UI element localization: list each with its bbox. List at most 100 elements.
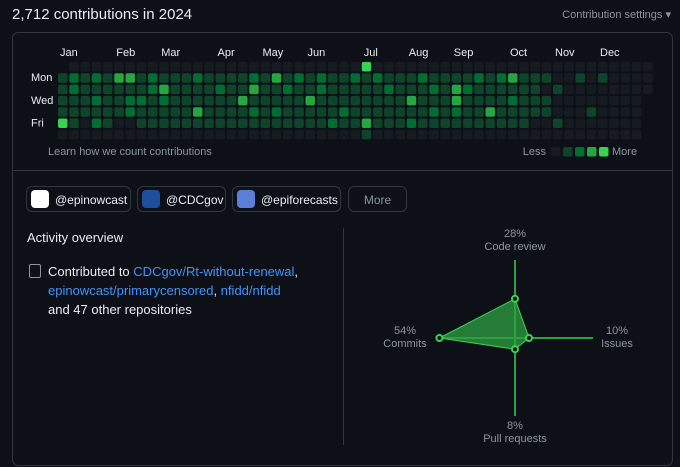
contribution-cell xyxy=(541,73,552,83)
contribution-cell xyxy=(91,62,102,72)
contribution-cell xyxy=(249,129,259,140)
contribution-cell xyxy=(80,107,90,117)
contribution-cell xyxy=(125,73,135,83)
contribution-cell xyxy=(395,62,405,72)
contribution-cell xyxy=(260,118,270,128)
contribution-cell xyxy=(204,73,214,83)
org-icon xyxy=(237,190,255,208)
contribution-cell xyxy=(553,107,563,117)
contribution-cell xyxy=(136,73,147,83)
contribution-cell xyxy=(260,95,270,106)
contribution-cell xyxy=(283,118,293,128)
contribution-cell xyxy=(519,107,529,117)
contribution-cell xyxy=(361,118,372,128)
contribution-cell xyxy=(148,107,158,117)
contribution-cell xyxy=(271,118,282,128)
contribution-cell xyxy=(260,107,270,117)
contribution-cell xyxy=(496,118,507,128)
month-label: Feb xyxy=(116,47,135,59)
day-label: Wed xyxy=(31,95,53,107)
contribution-cell xyxy=(80,95,90,106)
repo-link[interactable]: CDCgov/Rt-without-renewal xyxy=(133,264,295,279)
contribution-cell xyxy=(463,95,473,106)
org-button[interactable]: @epiforecasts xyxy=(232,186,341,212)
contribution-cell xyxy=(451,62,462,72)
contribution-cell xyxy=(418,129,428,140)
contribution-cell xyxy=(125,62,135,72)
contribution-cell xyxy=(148,95,158,106)
contribution-cell xyxy=(170,107,180,117)
contribution-cell xyxy=(361,129,372,140)
contribution-cell xyxy=(136,62,147,72)
contribution-cell xyxy=(418,95,428,106)
contribution-cell xyxy=(451,95,462,106)
contribution-cell xyxy=(361,84,372,95)
contribution-cell xyxy=(204,129,214,140)
contribution-cell xyxy=(429,73,439,83)
contribution-cell xyxy=(283,62,293,72)
contribution-cell xyxy=(69,62,79,72)
contribution-cell xyxy=(384,62,394,72)
contribution-cell xyxy=(271,62,282,72)
contribution-cell xyxy=(485,129,495,140)
contribution-cell xyxy=(463,73,473,83)
contribution-cell xyxy=(148,118,158,128)
settings[interactable]: Contribution settings ▾ xyxy=(562,9,671,21)
contribution-cell xyxy=(58,73,68,83)
contribution-cell xyxy=(148,62,158,72)
contribution-cell xyxy=(553,118,563,128)
day-label: Fri xyxy=(31,117,44,129)
contribution-cell xyxy=(541,95,552,106)
contribution-cell xyxy=(620,118,630,128)
contribution-cell xyxy=(485,107,495,117)
repo-link[interactable]: nfidd/nfidd xyxy=(220,283,281,298)
org-button[interactable]: @CDCgov xyxy=(137,186,226,212)
contribution-cell xyxy=(620,95,630,106)
org-name: @epinowcast xyxy=(55,193,128,207)
contribution-cell xyxy=(519,62,529,72)
contribution-cell xyxy=(271,107,282,117)
contribution-cell xyxy=(215,84,225,95)
contribution-cell xyxy=(384,107,394,117)
contribution-cell xyxy=(181,95,192,106)
contribution-cell xyxy=(80,62,90,72)
legend-cell xyxy=(599,147,609,157)
contribution-cell xyxy=(395,73,405,83)
contribution-cell xyxy=(598,95,608,106)
contribution-cell xyxy=(58,129,68,140)
contribution-cell xyxy=(463,62,473,72)
learn-link[interactable]: Learn how we count contributions xyxy=(48,146,212,158)
contribution-cell xyxy=(125,107,135,117)
contribution-cell xyxy=(474,129,484,140)
contribution-cell xyxy=(429,107,439,117)
contribution-cell xyxy=(271,84,282,95)
month-label: Aug xyxy=(409,47,429,59)
legend-high: More xyxy=(612,146,637,158)
contribution-cell xyxy=(69,129,79,140)
contribution-cell xyxy=(485,62,495,72)
org-button[interactable]: @epinowcast xyxy=(26,186,131,212)
contribution-cell xyxy=(103,118,113,128)
contribution-cell xyxy=(69,95,79,106)
more-button[interactable]: More xyxy=(348,186,407,212)
legend-cell xyxy=(575,147,585,157)
contribution-cell xyxy=(586,73,597,83)
contribution-cell xyxy=(91,118,102,128)
contribution-cell xyxy=(373,62,383,72)
contribution-cell xyxy=(418,84,428,95)
contribution-cell xyxy=(564,129,574,140)
radar-point xyxy=(435,334,444,342)
contribution-cell xyxy=(114,129,124,140)
contribution-cell xyxy=(373,84,383,95)
contribution-cell xyxy=(575,73,585,83)
contribution-cell xyxy=(474,73,484,83)
contribution-cell xyxy=(530,84,540,95)
contribution-cell xyxy=(350,84,360,95)
radar-label: Commits xyxy=(383,338,427,350)
repo-link[interactable]: epinowcast/primarycensored xyxy=(48,283,214,298)
org-name: @CDCgov xyxy=(166,193,224,207)
contribution-cell xyxy=(406,62,417,72)
contribution-cell xyxy=(136,107,147,117)
contribution-cell xyxy=(598,107,608,117)
contribution-cell xyxy=(58,107,68,117)
